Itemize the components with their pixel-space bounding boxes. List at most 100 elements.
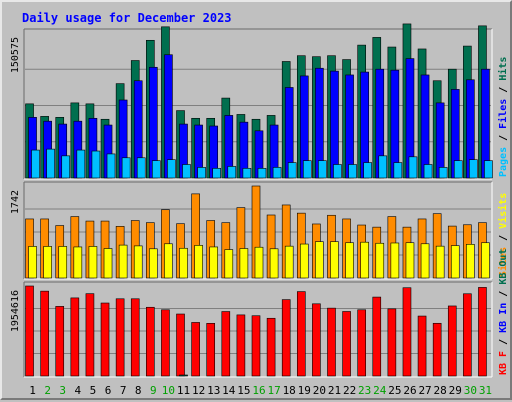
bar-pages — [152, 160, 161, 179]
bar-kb-f — [115, 298, 125, 377]
bar-pages — [212, 168, 222, 179]
bar-visits — [149, 248, 158, 279]
bar-kb-f — [357, 309, 366, 377]
bar-pages — [106, 153, 116, 179]
bar-pages — [31, 149, 40, 179]
x-tick-label: 25 — [388, 384, 401, 397]
bar-pages — [272, 167, 282, 179]
x-tick-label: 26 — [403, 384, 416, 397]
bar-pages — [333, 164, 342, 179]
bar-pages — [91, 150, 101, 179]
bar-visits — [164, 243, 173, 279]
legend: Pages / Files / Hits — [497, 57, 509, 177]
bar-visits — [133, 245, 143, 279]
x-tick-label: 20 — [313, 384, 326, 397]
bar-kb-f — [206, 323, 216, 377]
bar-kb-f — [130, 298, 140, 377]
bar-kb-f — [100, 302, 110, 377]
legend: Sites / Visits — [497, 193, 509, 277]
bar-visits — [375, 242, 385, 279]
legend-separator: / — [498, 333, 509, 351]
x-tick-label: 11 — [177, 384, 190, 397]
legend-pages: Pages — [498, 147, 509, 177]
bar-visits — [435, 245, 445, 279]
x-tick-label: 1 — [29, 384, 36, 397]
bar-kb-f — [296, 291, 306, 377]
legend-kb-f: KB F — [498, 351, 509, 375]
bar-kb-f — [221, 311, 231, 377]
x-tick-label: 22 — [343, 384, 356, 397]
x-tick-label: 4 — [75, 384, 82, 397]
bar-files — [360, 71, 369, 179]
x-tick-label: 29 — [449, 384, 462, 397]
bar-kb-f — [236, 314, 246, 377]
y-max-label: 1742 — [10, 190, 21, 214]
legend-kb-in: KB In — [498, 303, 509, 333]
bar-kb-f — [432, 322, 442, 377]
x-tick-label: 21 — [328, 384, 341, 397]
bar-pages — [469, 159, 478, 179]
bar-pages — [136, 157, 146, 179]
legend-separator: / — [498, 129, 509, 147]
bar-kb-f — [40, 290, 49, 377]
bar-kb-f — [55, 306, 65, 377]
bar-pages — [121, 157, 131, 179]
legend-sites: Sites — [497, 247, 509, 277]
x-tick-label: 7 — [120, 384, 127, 397]
bar-visits — [239, 248, 249, 279]
x-tick-label: 3 — [59, 384, 66, 397]
bar-kb-f — [266, 317, 276, 377]
bar-visits — [299, 243, 309, 279]
bar-pages — [61, 155, 71, 179]
bar-kb-f — [372, 296, 382, 377]
bar-visits — [420, 243, 430, 279]
bar-kb-f — [251, 315, 261, 377]
x-tick-label: 28 — [434, 384, 447, 397]
bar-pages — [453, 160, 463, 179]
bar-kb-f — [146, 306, 155, 377]
bar-pages — [76, 149, 86, 179]
bar-visits — [284, 245, 294, 279]
x-tick-label: 18 — [283, 384, 296, 397]
bar-pages — [363, 162, 372, 179]
bar-visits — [73, 246, 83, 279]
bar-files — [330, 70, 339, 179]
bar-pages — [227, 166, 237, 179]
legend-separator: / — [498, 81, 509, 99]
bar-kb-f — [25, 285, 34, 377]
bar-visits — [390, 242, 400, 279]
bar-visits — [466, 244, 475, 279]
bar-kb-f — [191, 322, 200, 377]
bar-pages — [423, 164, 433, 179]
legend-separator: / — [498, 285, 509, 303]
x-tick-label: 16 — [252, 384, 265, 397]
bar-pages — [302, 160, 312, 179]
bar-pages — [167, 159, 176, 179]
bar-visits — [269, 248, 279, 279]
bar-pages — [182, 164, 191, 179]
x-tick-label: 6 — [105, 384, 112, 397]
bar-visits — [224, 249, 234, 279]
bar-pages — [242, 168, 252, 179]
bar-kb-f — [447, 305, 457, 377]
x-tick-label: 15 — [237, 384, 250, 397]
bar-pages — [318, 160, 327, 179]
bar-pages — [393, 162, 403, 179]
bar-visits — [481, 242, 490, 279]
bar-pages — [438, 167, 448, 179]
bar-kb-f — [387, 308, 397, 377]
legend-visits: Visits — [497, 193, 509, 229]
legend-separator: / — [498, 229, 509, 247]
bar-pages — [484, 160, 493, 179]
x-tick-label: 19 — [298, 384, 311, 397]
bar-kb-f — [312, 303, 321, 377]
bar-visits — [450, 245, 460, 279]
y-max-label: 150575 — [10, 37, 21, 73]
bar-kb-f — [281, 299, 291, 377]
bar-files — [435, 102, 445, 179]
bar-visits — [43, 246, 52, 279]
bar-pages — [408, 156, 418, 179]
panel-kb: 1954616 KB F / KB In / KB Out — [10, 249, 509, 378]
bar-visits — [360, 241, 369, 279]
x-tick-label: 14 — [222, 384, 236, 397]
